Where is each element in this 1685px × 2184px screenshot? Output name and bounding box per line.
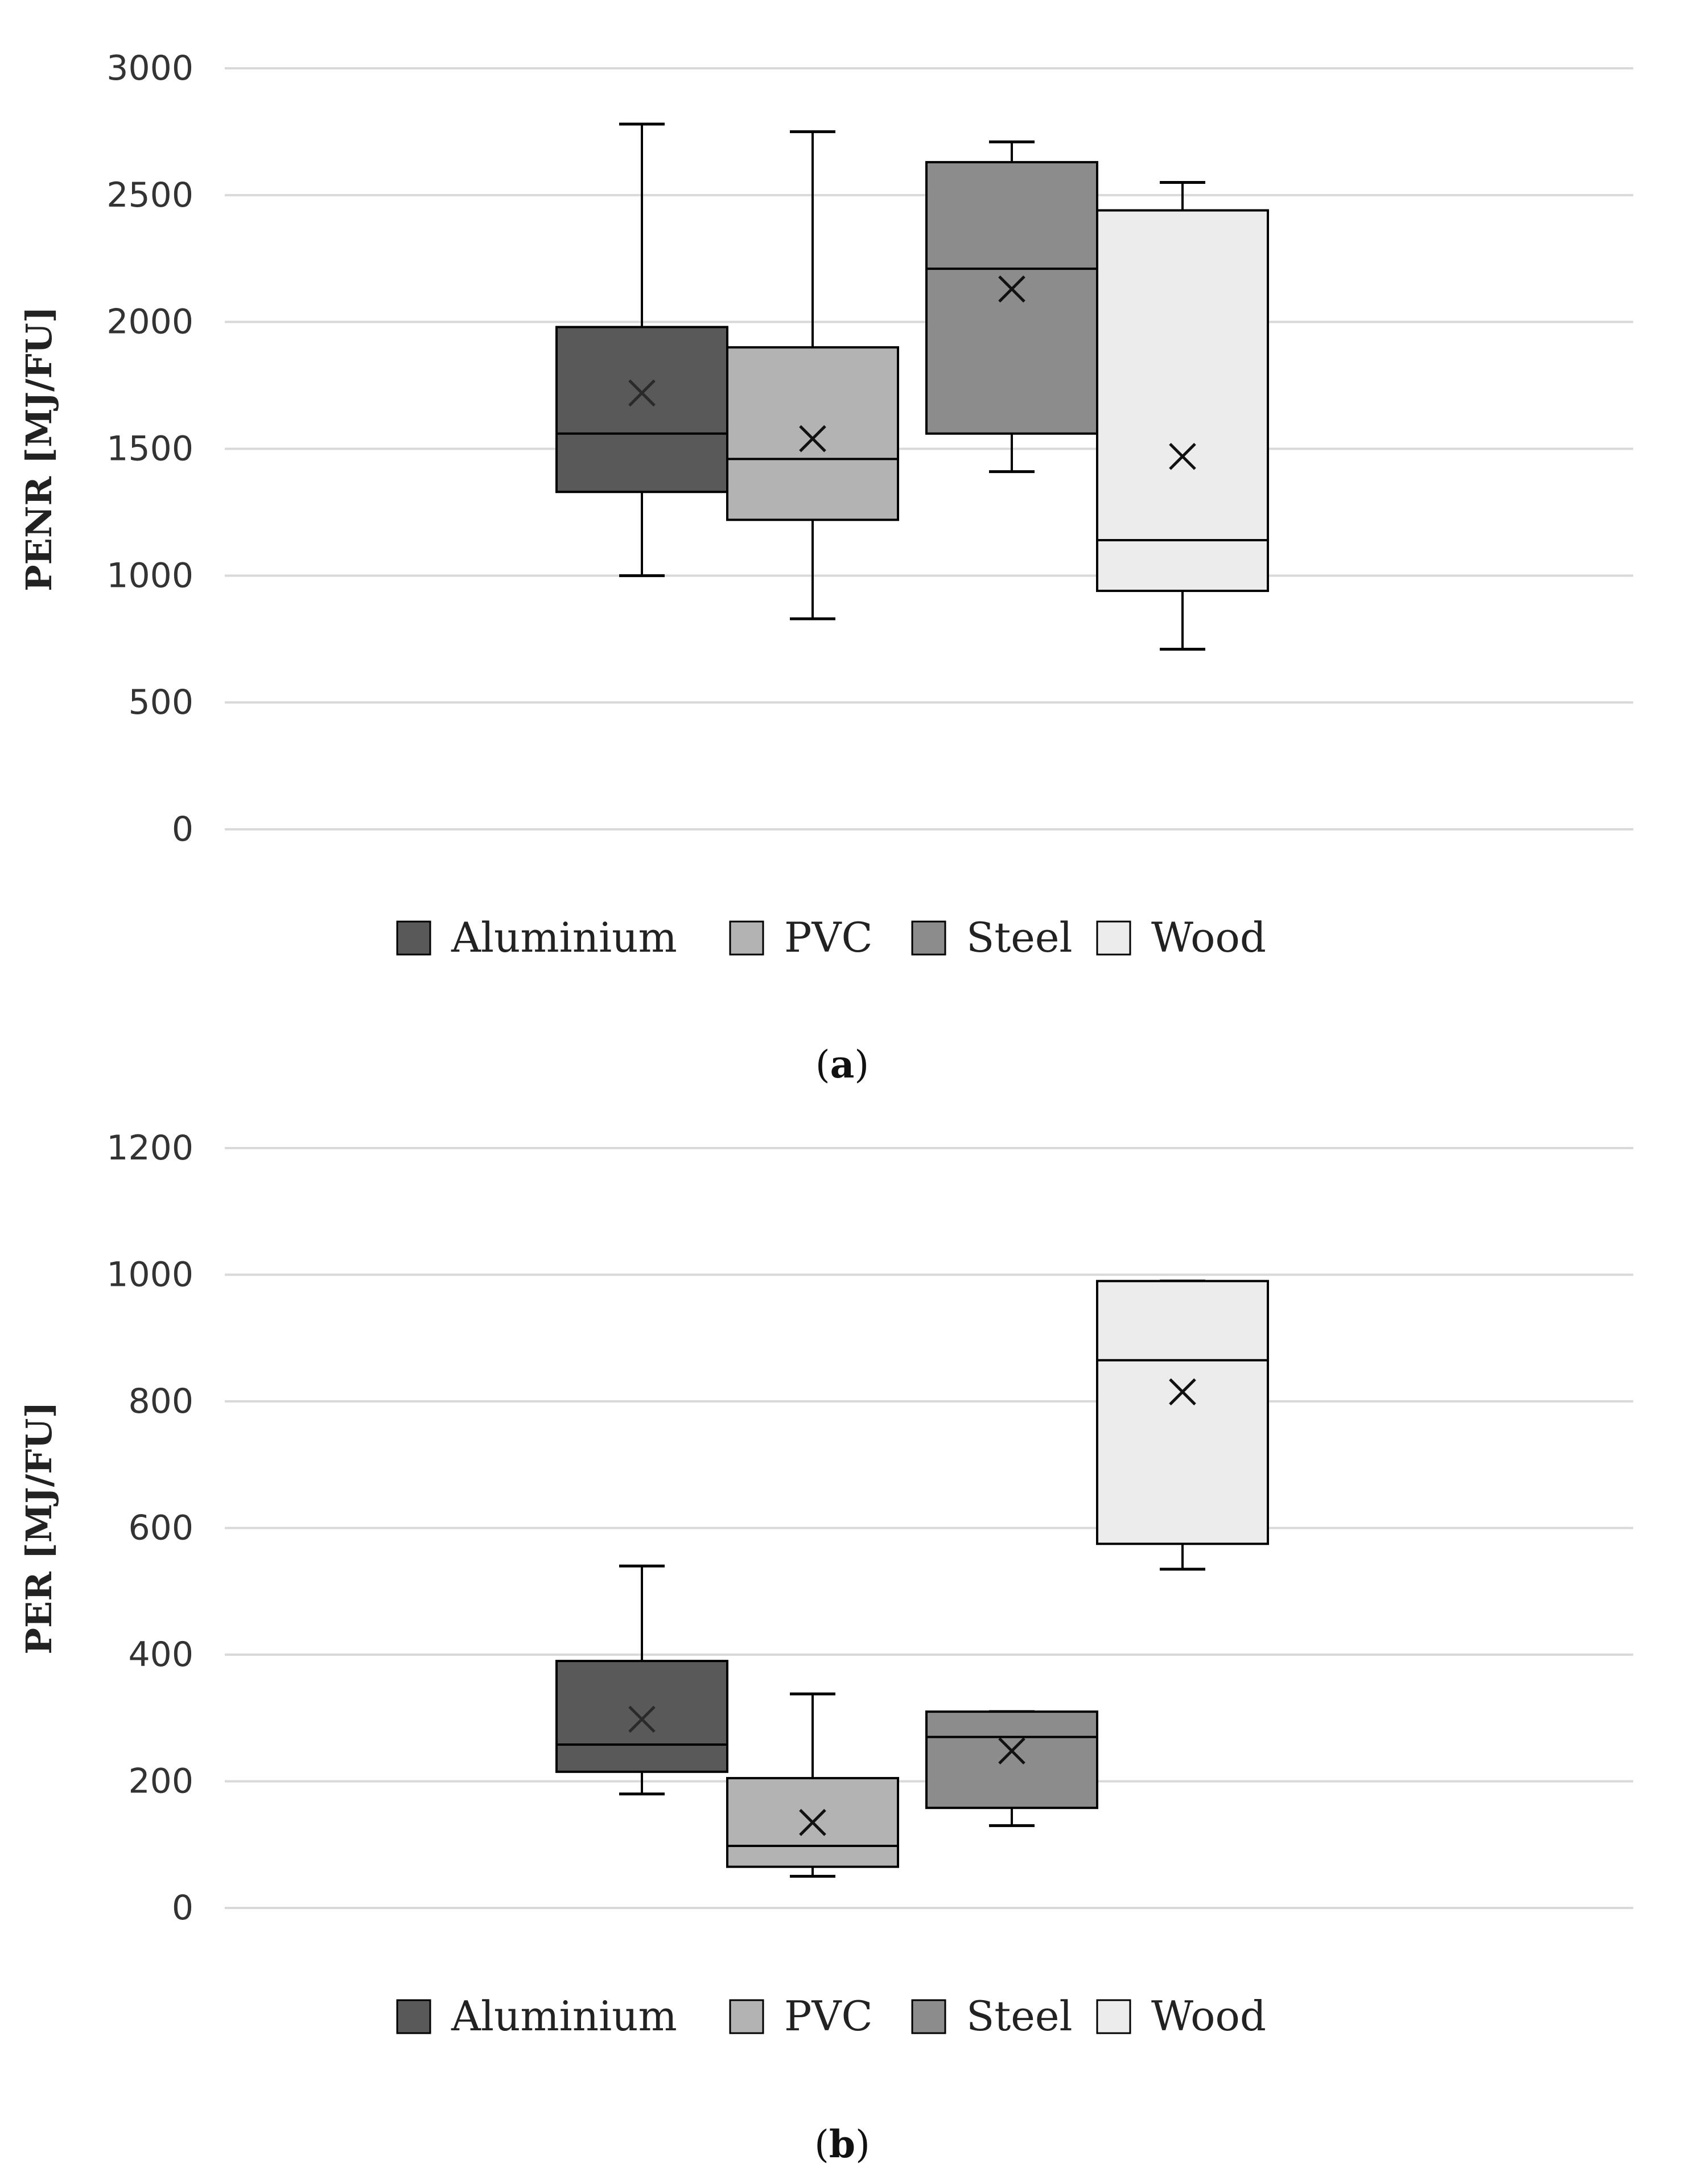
pvc-mean-marker [799, 1809, 826, 1836]
y-tick-label: 1000 [106, 1255, 193, 1295]
y-tick-label: 400 [128, 1635, 193, 1675]
steel-mean-marker [998, 1737, 1025, 1765]
y-axis-label: PENR [MJ/FU] [18, 306, 60, 591]
y-tick-label: 0 [172, 1888, 193, 1928]
wood-mean-marker [1169, 443, 1196, 470]
legend-label-steel: Steel [966, 1992, 1073, 2040]
legend-label-wood: Wood [1151, 1992, 1266, 2040]
wood-box [1096, 1280, 1269, 1545]
aluminium-mean-marker [628, 379, 656, 407]
aluminium-box [555, 326, 728, 493]
y-axis-label: PER [MJ/FU] [18, 1401, 60, 1654]
panel-label: (b) [814, 2122, 870, 2166]
y-tick-label: 1200 [106, 1128, 193, 1168]
legend-label-steel: Steel [966, 914, 1073, 961]
chart-panel-b: 0 200 400 600 800 1000 1200 PER [MJ/FU] Aluminiu… [18, 1128, 1633, 2166]
legend-swatch-wood [1096, 920, 1131, 956]
steel-mean-marker [998, 275, 1025, 303]
y-tick-label: 500 [128, 682, 193, 722]
legend-swatch-aluminium [396, 920, 431, 956]
aluminium-box [555, 1660, 728, 1773]
aluminium-mean-marker [628, 1705, 656, 1733]
wood-box [1096, 209, 1269, 593]
y-tick-label: 800 [128, 1381, 193, 1421]
y-tick-label: 3000 [106, 48, 193, 88]
legend-label-pvc: PVC [784, 914, 873, 961]
y-tick-label: 1000 [106, 556, 193, 595]
pvc-box [726, 346, 899, 521]
y-tick-label: 1500 [106, 429, 193, 469]
y-tick-label: 0 [172, 809, 193, 849]
chart-panel-a: 0 500 1000 1500 2000 2500 3000 PENR [MJ/FU] Alum… [18, 48, 1633, 1087]
legend-swatch-pvc [729, 920, 764, 956]
legend-label-pvc: PVC [784, 1992, 873, 2040]
steel-box [925, 1710, 1098, 1809]
wood-mean-marker [1169, 1378, 1196, 1406]
y-tick-label: 2000 [106, 302, 193, 342]
pvc-mean-marker [799, 425, 826, 453]
legend-label-aluminium: Aluminium [451, 1992, 677, 2040]
legend-label-wood: Wood [1151, 914, 1266, 961]
legend-swatch-wood [1096, 1999, 1131, 2034]
legend-swatch-aluminium [396, 1999, 431, 2034]
y-tick-label: 2500 [106, 175, 193, 215]
legend-swatch-pvc [729, 1999, 764, 2034]
legend-swatch-steel [911, 1999, 946, 2034]
steel-box [925, 161, 1098, 435]
y-tick-label: 600 [128, 1508, 193, 1548]
legend-label-aluminium: Aluminium [451, 914, 677, 961]
y-tick-label: 200 [128, 1762, 193, 1802]
panel-label: (a) [815, 1042, 869, 1087]
legend-swatch-steel [911, 920, 946, 956]
